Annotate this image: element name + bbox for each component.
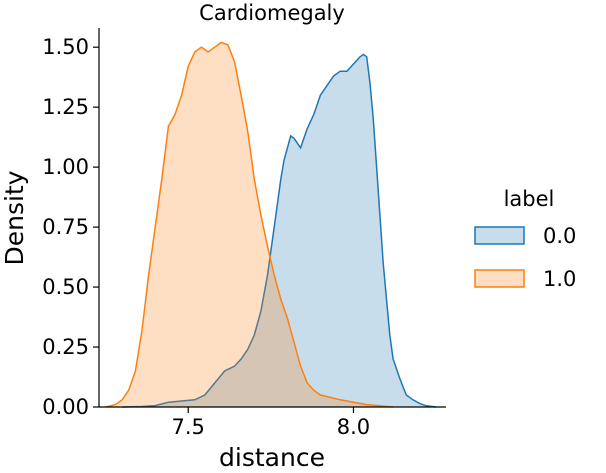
chart-title: Cardiomegaly xyxy=(199,1,345,25)
y-tick-label: 0.75 xyxy=(42,215,89,239)
y-axis-title: Density xyxy=(0,170,29,265)
legend-swatch-0-0 xyxy=(474,226,525,245)
plot-areas xyxy=(105,41,437,408)
x-tick-label: 8.0 xyxy=(337,415,370,439)
y-tick-label: 0.50 xyxy=(42,275,89,299)
legend-swatch-1-0 xyxy=(474,269,525,288)
y-tick-label: 1.00 xyxy=(42,155,89,179)
y-tick-label: 0.00 xyxy=(42,395,89,419)
y-tick-label: 0.25 xyxy=(42,335,89,359)
y-tick-label: 1.50 xyxy=(42,35,89,59)
legend-label: 0.0 xyxy=(543,224,576,248)
series-0-0-line xyxy=(122,53,437,408)
x-ticks: 7.5 8.0 xyxy=(172,407,370,439)
series-1-0-fill xyxy=(105,42,394,408)
legend-label: 1.0 xyxy=(543,267,576,291)
legend-items: 0.0 1.0 xyxy=(474,224,576,291)
y-tick-label: 1.25 xyxy=(42,95,89,119)
series-0-0-fill xyxy=(122,54,437,408)
series-1-0-line xyxy=(105,41,394,408)
legend: label 0.0 1.0 xyxy=(474,187,576,291)
y-ticks: 0.00 0.25 0.50 0.75 1.00 1.25 1.50 xyxy=(42,35,99,419)
x-tick-label: 7.5 xyxy=(172,415,205,439)
x-axis-title: distance xyxy=(219,443,325,472)
legend-title: label xyxy=(504,187,555,211)
